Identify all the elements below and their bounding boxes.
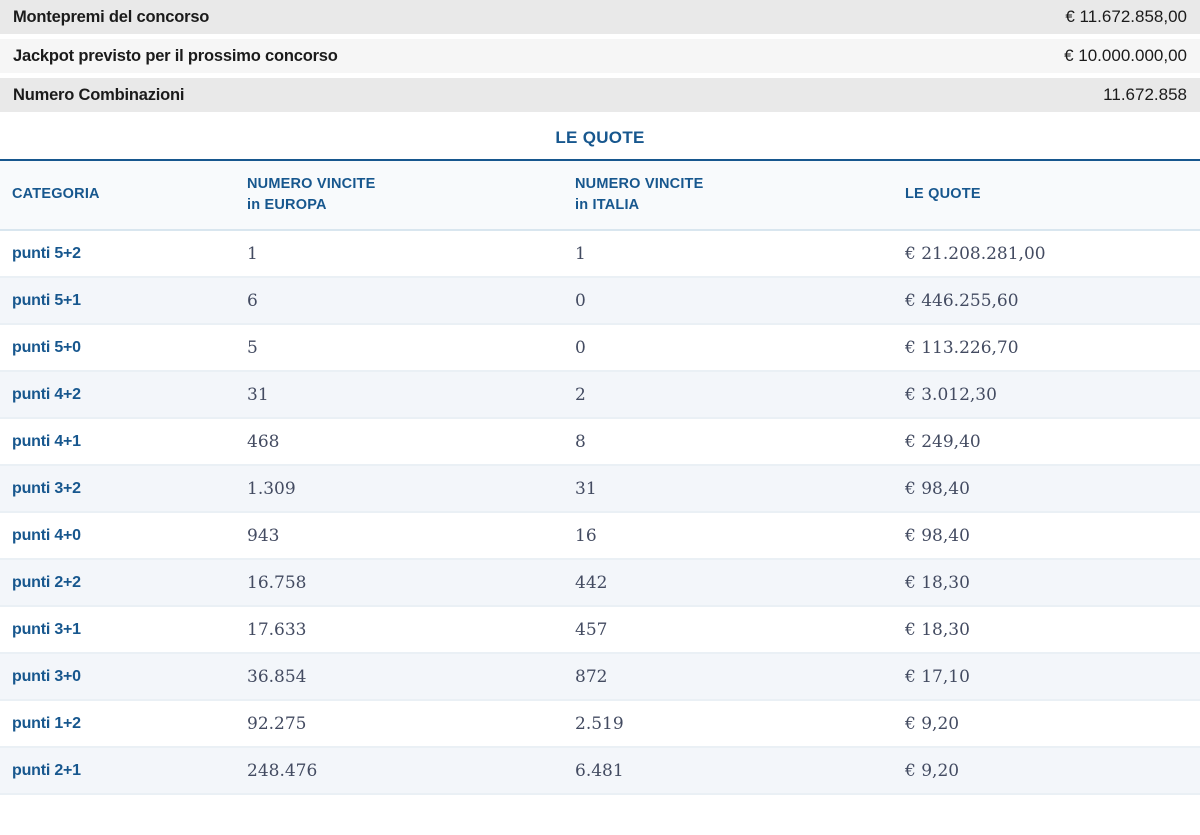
- quota-cell: € 3.012,30: [893, 371, 1200, 419]
- table-row: punti 4+0 943 16 € 98,40: [0, 512, 1200, 560]
- header-categoria-line1: CATEGORIA: [12, 186, 100, 203]
- combinazioni-label: Numero Combinazioni: [13, 85, 185, 104]
- vincite-europa-cell: 92.275: [235, 700, 563, 748]
- table-row: punti 2+1 248.476 6.481 € 9,20: [0, 747, 1200, 795]
- vincite-italia-cell: 16: [563, 512, 893, 560]
- vincite-europa-cell: 36.854: [235, 653, 563, 701]
- header-vincite-europa-line1: NUMERO VINCITE: [247, 175, 376, 192]
- jackpot-label: Jackpot previsto per il prossimo concors…: [13, 46, 338, 65]
- vincite-italia-cell: 8: [563, 418, 893, 466]
- summary-row-montepremi: Montepremi del concorso € 11.672.858,00: [0, 0, 1200, 34]
- table-row: punti 5+2 1 1 € 21.208.281,00: [0, 230, 1200, 278]
- categoria-cell: punti 4+0: [0, 512, 235, 560]
- vincite-italia-cell: 872: [563, 653, 893, 701]
- header-vincite-italia: NUMERO VINCITE in ITALIA: [563, 161, 893, 231]
- quote-table: CATEGORIA NUMERO VINCITE in EUROPA NUMERO…: [0, 161, 1200, 795]
- table-row: punti 4+1 468 8 € 249,40: [0, 418, 1200, 466]
- quota-cell: € 98,40: [893, 512, 1200, 560]
- table-row: punti 4+2 31 2 € 3.012,30: [0, 371, 1200, 419]
- header-categoria: CATEGORIA: [0, 161, 235, 231]
- table-row: punti 3+1 17.633 457 € 18,30: [0, 606, 1200, 654]
- quota-cell: € 9,20: [893, 700, 1200, 748]
- summary-row-jackpot: Jackpot previsto per il prossimo concors…: [0, 39, 1200, 73]
- header-vincite-italia-line2: in ITALIA: [575, 197, 640, 213]
- categoria-cell: punti 3+0: [0, 653, 235, 701]
- quota-cell: € 113.226,70: [893, 324, 1200, 372]
- vincite-europa-cell: 31: [235, 371, 563, 419]
- categoria-cell: punti 1+2: [0, 700, 235, 748]
- table-row: punti 3+0 36.854 872 € 17,10: [0, 653, 1200, 701]
- vincite-europa-cell: 1.309: [235, 465, 563, 513]
- vincite-europa-cell: 17.633: [235, 606, 563, 654]
- categoria-cell: punti 4+2: [0, 371, 235, 419]
- table-row: punti 3+2 1.309 31 € 98,40: [0, 465, 1200, 513]
- quota-cell: € 9,20: [893, 747, 1200, 795]
- quota-cell: € 18,30: [893, 606, 1200, 654]
- vincite-europa-cell: 468: [235, 418, 563, 466]
- vincite-italia-cell: 457: [563, 606, 893, 654]
- vincite-europa-cell: 1: [235, 230, 563, 278]
- jackpot-value: € 10.000.000,00: [1064, 46, 1187, 65]
- vincite-italia-cell: 442: [563, 559, 893, 607]
- quota-cell: € 21.208.281,00: [893, 230, 1200, 278]
- quota-cell: € 17,10: [893, 653, 1200, 701]
- table-row: punti 1+2 92.275 2.519 € 9,20: [0, 700, 1200, 748]
- montepremi-value: € 11.672.858,00: [1065, 7, 1187, 26]
- section-divider: [0, 159, 1200, 161]
- quota-cell: € 249,40: [893, 418, 1200, 466]
- vincite-europa-cell: 6: [235, 277, 563, 325]
- vincite-europa-cell: 16.758: [235, 559, 563, 607]
- header-vincite-italia-line1: NUMERO VINCITE: [575, 175, 704, 192]
- categoria-cell: punti 5+0: [0, 324, 235, 372]
- vincite-italia-cell: 0: [563, 277, 893, 325]
- header-vincite-europa: NUMERO VINCITE in EUROPA: [235, 161, 563, 231]
- categoria-cell: punti 2+1: [0, 747, 235, 795]
- quota-cell: € 446.255,60: [893, 277, 1200, 325]
- table-row: punti 5+0 5 0 € 113.226,70: [0, 324, 1200, 372]
- vincite-europa-cell: 248.476: [235, 747, 563, 795]
- contest-summary: Montepremi del concorso € 11.672.858,00 …: [0, 0, 1200, 112]
- quota-cell: € 98,40: [893, 465, 1200, 513]
- categoria-cell: punti 5+2: [0, 230, 235, 278]
- header-le-quote-line1: LE QUOTE: [905, 186, 981, 203]
- vincite-italia-cell: 6.481: [563, 747, 893, 795]
- categoria-cell: punti 3+2: [0, 465, 235, 513]
- header-vincite-europa-line2: in EUROPA: [247, 197, 327, 213]
- vincite-europa-cell: 5: [235, 324, 563, 372]
- categoria-cell: punti 2+2: [0, 559, 235, 607]
- categoria-cell: punti 4+1: [0, 418, 235, 466]
- vincite-italia-cell: 2: [563, 371, 893, 419]
- header-le-quote: LE QUOTE: [893, 161, 1200, 231]
- vincite-italia-cell: 1: [563, 230, 893, 278]
- quota-cell: € 18,30: [893, 559, 1200, 607]
- summary-row-combinazioni: Numero Combinazioni 11.672.858: [0, 78, 1200, 112]
- combinazioni-value: 11.672.858: [1103, 85, 1187, 104]
- section-title-wrap: LE QUOTE: [0, 117, 1200, 159]
- quote-table-body: punti 5+2 1 1 € 21.208.281,00 punti 5+1 …: [0, 230, 1200, 795]
- table-row: punti 2+2 16.758 442 € 18,30: [0, 559, 1200, 607]
- vincite-italia-cell: 2.519: [563, 700, 893, 748]
- section-title: LE QUOTE: [555, 128, 645, 147]
- vincite-europa-cell: 943: [235, 512, 563, 560]
- vincite-italia-cell: 31: [563, 465, 893, 513]
- categoria-cell: punti 5+1: [0, 277, 235, 325]
- montepremi-label: Montepremi del concorso: [13, 7, 210, 26]
- categoria-cell: punti 3+1: [0, 606, 235, 654]
- table-row: punti 5+1 6 0 € 446.255,60: [0, 277, 1200, 325]
- vincite-italia-cell: 0: [563, 324, 893, 372]
- quote-table-header: CATEGORIA NUMERO VINCITE in EUROPA NUMERO…: [0, 161, 1200, 231]
